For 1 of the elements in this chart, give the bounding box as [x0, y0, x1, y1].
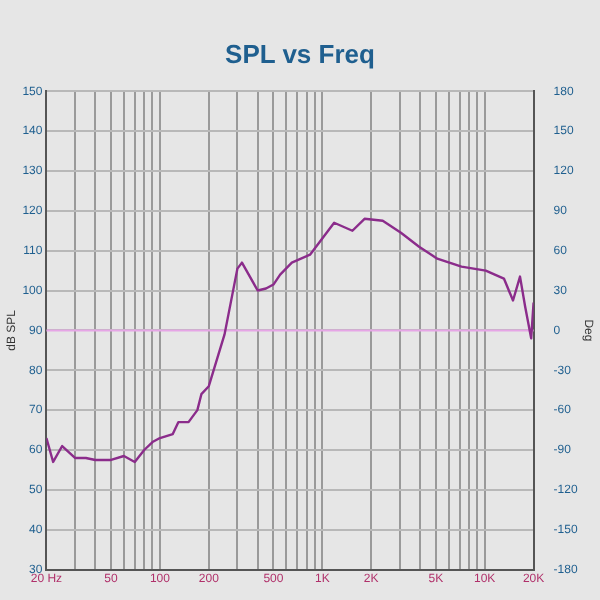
chart-title: SPL vs Freq — [225, 38, 376, 69]
